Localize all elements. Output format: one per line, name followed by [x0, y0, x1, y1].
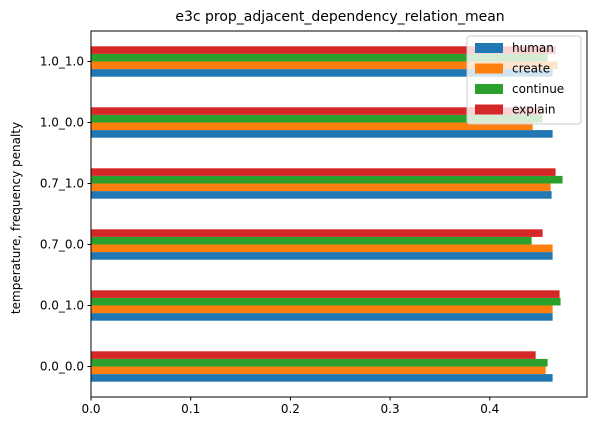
y-tick-label: 1.0_0.0	[40, 116, 84, 130]
legend-swatch-continue	[475, 84, 503, 94]
chart-title: e3c prop_adjacent_dependency_relation_me…	[175, 9, 504, 25]
y-tick-label: 0.7_0.0	[40, 238, 84, 252]
legend-swatch-explain	[475, 104, 503, 115]
x-tick-label: 0.4	[480, 402, 499, 416]
bar-human-0.7_1.0	[91, 191, 552, 199]
x-tick-label: 0.3	[381, 402, 400, 416]
bar-continue-1.0_0.0	[91, 114, 543, 123]
bar-create-0.7_1.0	[91, 183, 551, 192]
bars-layer	[91, 46, 563, 382]
bar-create-0.0_0.0	[91, 366, 546, 375]
legend-label-human: human	[512, 41, 554, 55]
legend-swatch-create	[475, 63, 503, 74]
bar-explain-1.0_1.0	[91, 46, 556, 54]
bar-human-0.7_0.0	[91, 252, 553, 260]
bar-continue-1.0_1.0	[91, 53, 548, 62]
bar-continue-0.0_1.0	[91, 297, 561, 306]
x-tick-label: 0.1	[181, 402, 200, 416]
x-tick-label: 0.0	[81, 402, 100, 416]
x-tick-label: 0.2	[281, 402, 300, 416]
bar-create-0.7_0.0	[91, 244, 553, 253]
y-tick-label: 0.0_0.0	[40, 360, 84, 374]
bar-human-1.0_0.0	[91, 130, 553, 138]
bar-explain-0.0_0.0	[91, 351, 536, 359]
plot-frame	[90, 30, 588, 398]
y-tick-label: 0.7_1.0	[40, 177, 84, 191]
legend: human create continue explain	[466, 35, 582, 125]
y-axis-label: temperature, frequency penalty	[9, 122, 23, 314]
bar-create-1.0_1.0	[91, 61, 558, 70]
bar-create-0.0_1.0	[91, 305, 553, 314]
bar-continue-0.0_0.0	[91, 358, 548, 367]
bar-explain-0.7_0.0	[91, 229, 543, 237]
bar-explain-1.0_0.0	[91, 107, 541, 115]
bar-explain-0.7_1.0	[91, 168, 556, 176]
y-tick-label: 1.0_1.0	[40, 55, 84, 69]
bar-human-0.0_0.0	[91, 374, 553, 382]
legend-box	[466, 35, 582, 125]
bar-explain-0.0_1.0	[91, 290, 560, 298]
y-tick-label: 0.0_1.0	[40, 299, 84, 313]
legend-label-create: create	[512, 62, 550, 76]
bar-continue-0.7_0.0	[91, 236, 532, 245]
ticks-layer: 0.0_0.0 0.0_1.0 0.7_0.0 0.7_1.0 1.0_0.0 1.0_1…	[40, 55, 500, 417]
legend-label-continue: continue	[512, 82, 564, 96]
bar-create-1.0_0.0	[91, 122, 533, 131]
bar-human-1.0_1.0	[91, 69, 553, 77]
bar-continue-0.7_1.0	[91, 175, 563, 184]
legend-swatch-human	[475, 43, 503, 53]
legend-label-explain: explain	[512, 103, 556, 117]
bar-human-0.0_1.0	[91, 313, 553, 321]
